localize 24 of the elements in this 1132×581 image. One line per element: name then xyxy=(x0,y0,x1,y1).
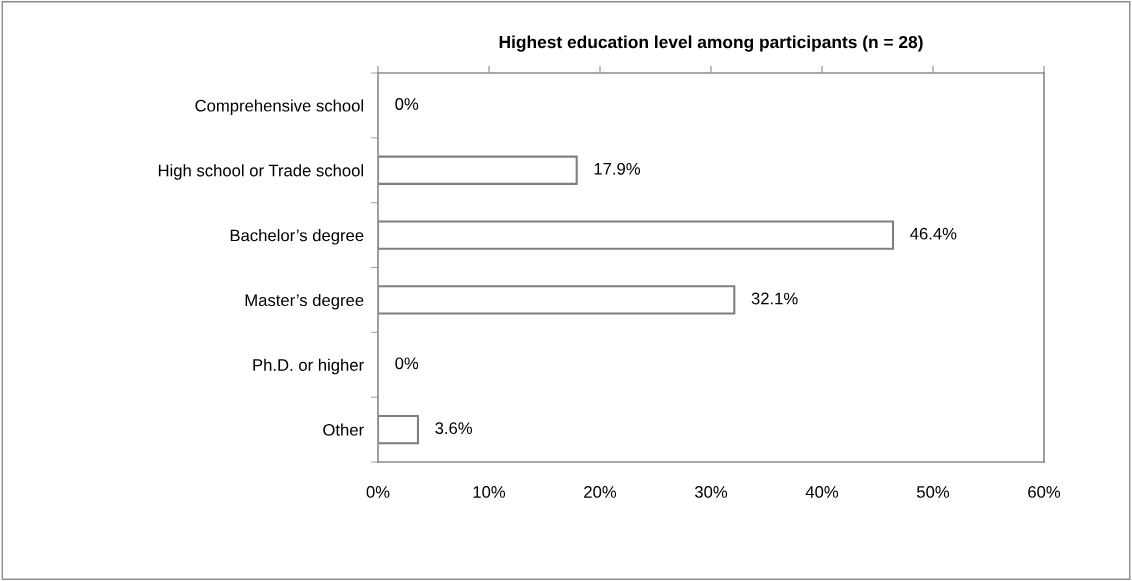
x-tick-label: 40% xyxy=(805,486,839,498)
y-tick-label: Comprehensive school xyxy=(195,99,364,115)
x-tick-label: 60% xyxy=(1028,486,1061,498)
y-tick-label: Bachelor’s degree xyxy=(230,229,364,245)
y-tick-label: High school or Trade school xyxy=(158,164,364,180)
x-tick-label: 50% xyxy=(916,486,950,498)
bar xyxy=(378,220,895,250)
bar xyxy=(378,285,736,315)
bar xyxy=(378,155,578,185)
data-label: 17.9% xyxy=(594,162,641,175)
data-label: 46.4% xyxy=(910,227,957,240)
chart-title: Highest education level among participants (n = 28) xyxy=(499,35,923,52)
data-label: 32.1% xyxy=(751,292,798,305)
x-tick-label: 20% xyxy=(584,486,617,498)
y-tick-label: Other xyxy=(323,423,364,436)
data-label: 0% xyxy=(395,98,419,110)
data-label: 0% xyxy=(395,357,419,370)
bar xyxy=(378,414,419,445)
y-tick-label: Ph.D. or higher xyxy=(253,358,364,375)
x-tick-label: 0% xyxy=(366,486,390,498)
x-tick-label: 10% xyxy=(473,486,506,498)
data-label: 3.6% xyxy=(435,422,473,435)
x-tick-label: 30% xyxy=(694,486,728,498)
y-tick-label: Master’s degree xyxy=(245,293,364,310)
